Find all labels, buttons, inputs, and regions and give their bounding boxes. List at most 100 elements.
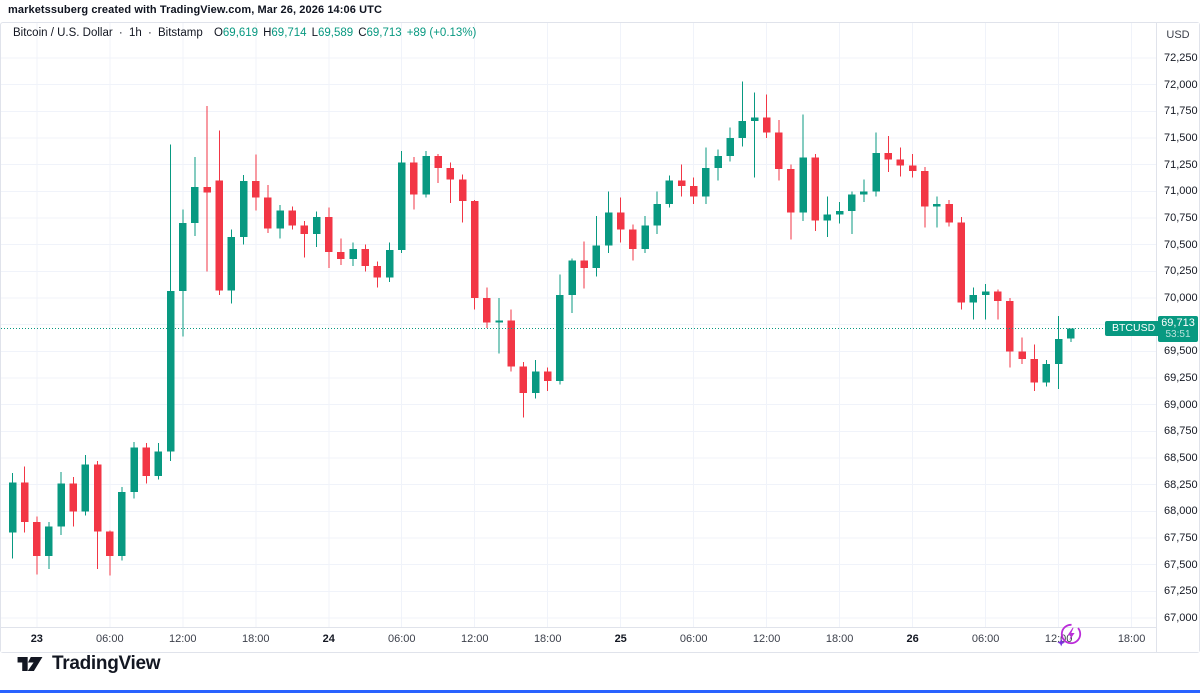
price-axis-label: 69,500: [1164, 345, 1198, 358]
candle-down: [908, 165, 917, 172]
candle-up: [726, 137, 734, 157]
time-axis-label: 18:00: [242, 633, 270, 645]
candle-up: [154, 451, 163, 477]
candle-down: [1018, 351, 1026, 359]
candle-up: [349, 248, 357, 260]
chart-legend: Bitcoin / U.S. Dollar · 1h · Bitstamp O 6…: [13, 27, 476, 39]
price-axis-label: 67,500: [1164, 558, 1198, 571]
price-axis[interactable]: USD 69,713 53:51 67,000 67,250 67,500 67,75…: [1156, 23, 1199, 652]
candle-down: [957, 222, 966, 303]
candle-up: [239, 181, 248, 238]
legend-separator: ·: [147, 27, 152, 39]
high-value: 69,714: [271, 27, 307, 39]
candle-down: [300, 225, 309, 234]
candle-up: [422, 156, 430, 195]
candle-up: [702, 167, 710, 197]
chart-widget: Bitcoin / U.S. Dollar · 1h · Bitstamp O 6…: [0, 22, 1200, 653]
interval-label[interactable]: 1h: [128, 27, 142, 39]
time-axis-label: 24: [322, 633, 335, 645]
time-axis-label: 26: [906, 633, 919, 645]
candle-down: [470, 200, 479, 298]
candle-down: [446, 167, 455, 180]
candle-down: [616, 212, 625, 230]
candle-up: [738, 120, 747, 138]
candle-down: [811, 157, 820, 221]
candle-down: [945, 204, 953, 223]
boost-lightning-icon[interactable]: [1053, 621, 1087, 653]
price-axis-label: 68,250: [1164, 478, 1198, 491]
price-axis-label: 68,500: [1164, 451, 1198, 464]
candle-down: [787, 168, 795, 213]
tradingview-logo[interactable]: TradingView: [16, 653, 161, 675]
candle-down: [410, 162, 418, 195]
candle-up: [8, 482, 17, 533]
candle-down: [762, 117, 771, 133]
last-price-badge: 69,713 53:51: [1158, 315, 1198, 342]
candlestick-plot[interactable]: [1, 23, 1156, 627]
candle-down: [775, 132, 783, 169]
bar-countdown: 53:51: [1165, 328, 1191, 340]
candle-up: [397, 162, 406, 250]
currency-unit-label[interactable]: USD: [1166, 29, 1190, 41]
candle-up: [166, 291, 175, 452]
price-axis-label: 67,750: [1164, 531, 1198, 544]
candle-up: [227, 237, 236, 291]
candle-up: [1054, 339, 1063, 365]
candle-up: [556, 294, 564, 382]
time-axis-label: 06:00: [679, 633, 708, 645]
time-axis-label: 06:00: [96, 633, 124, 645]
candle-up: [531, 371, 540, 393]
time-axis-label: 23: [30, 633, 43, 645]
time-axis-label: 18:00: [1117, 633, 1146, 645]
candle-down: [629, 229, 637, 249]
chart-pane[interactable]: [1, 23, 1156, 627]
candle-down: [203, 187, 211, 193]
price-axis-label: 70,000: [1164, 291, 1198, 304]
candle-down: [142, 447, 151, 477]
price-axis-label: 67,000: [1164, 611, 1198, 624]
exchange-label: Bitstamp: [158, 27, 203, 39]
candle-up: [568, 260, 576, 295]
candle-up: [495, 320, 503, 323]
candle-down: [373, 265, 382, 278]
candle-up: [933, 204, 941, 207]
candle-up: [823, 214, 832, 221]
candle-up: [750, 117, 759, 121]
candle-up: [981, 291, 990, 295]
candle-up: [665, 180, 674, 205]
price-axis-label: 71,500: [1164, 131, 1198, 144]
open-key: O: [213, 27, 223, 39]
candle-up: [45, 526, 53, 557]
candle-up: [848, 194, 856, 212]
price-axis-label: 70,250: [1164, 265, 1198, 278]
price-axis-label: 71,000: [1164, 185, 1198, 198]
price-axis-label: 70,500: [1164, 238, 1198, 251]
candle-up: [592, 245, 601, 269]
time-axis-label: 06:00: [971, 633, 1000, 645]
candle-down: [507, 320, 515, 367]
candle-down: [884, 152, 893, 160]
candle-down: [921, 171, 929, 207]
candle-down: [580, 260, 588, 269]
candle-down: [434, 156, 442, 168]
candle-down: [458, 179, 467, 201]
candle-down: [325, 216, 333, 253]
symbol-price-tag: BTCUSD: [1105, 320, 1163, 336]
candle-down: [93, 464, 102, 532]
candle-up: [81, 464, 90, 512]
time-axis-label: 18:00: [825, 633, 854, 645]
change-value: +89 (+0.13%): [406, 27, 477, 39]
close-value: 69,713: [366, 27, 402, 39]
bottom-accent-bar: [0, 690, 1200, 693]
close-key: C: [358, 27, 367, 39]
time-axis-label: 25: [614, 633, 627, 645]
symbol-title[interactable]: Bitcoin / U.S. Dollar: [13, 27, 113, 39]
time-axis-label: 12:00: [752, 633, 781, 645]
candle-down: [543, 371, 552, 382]
low-value: 69,589: [318, 27, 354, 39]
price-axis-label: 67,250: [1164, 585, 1198, 598]
legend-separator: ·: [118, 27, 123, 39]
candle-up: [872, 152, 880, 192]
time-axis[interactable]: 23 06:00 12:00 18:00 24 06:00 12:00 18:00 25 06:0…: [1, 627, 1157, 652]
